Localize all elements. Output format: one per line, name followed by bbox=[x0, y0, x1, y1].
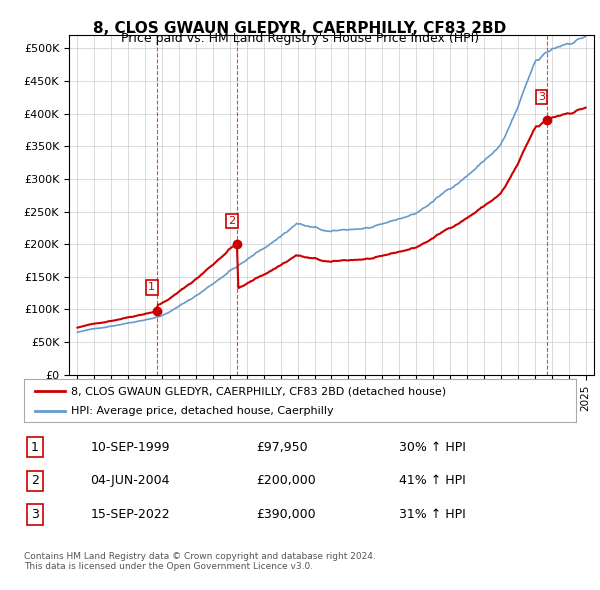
Text: Price paid vs. HM Land Registry's House Price Index (HPI): Price paid vs. HM Land Registry's House … bbox=[121, 32, 479, 45]
Text: 2: 2 bbox=[229, 216, 235, 226]
Text: 8, CLOS GWAUN GLEDYR, CAERPHILLY, CF83 2BD (detached house): 8, CLOS GWAUN GLEDYR, CAERPHILLY, CF83 2… bbox=[71, 386, 446, 396]
Text: 3: 3 bbox=[31, 508, 39, 521]
Text: 31% ↑ HPI: 31% ↑ HPI bbox=[400, 508, 466, 521]
Text: £390,000: £390,000 bbox=[256, 508, 316, 521]
Text: 1: 1 bbox=[31, 441, 39, 454]
Text: £97,950: £97,950 bbox=[256, 441, 307, 454]
Text: 10-SEP-1999: 10-SEP-1999 bbox=[90, 441, 170, 454]
Text: 1: 1 bbox=[148, 283, 155, 293]
Text: HPI: Average price, detached house, Caerphilly: HPI: Average price, detached house, Caer… bbox=[71, 407, 334, 416]
Text: 3: 3 bbox=[538, 92, 545, 102]
Text: 30% ↑ HPI: 30% ↑ HPI bbox=[400, 441, 466, 454]
Text: 8, CLOS GWAUN GLEDYR, CAERPHILLY, CF83 2BD: 8, CLOS GWAUN GLEDYR, CAERPHILLY, CF83 2… bbox=[94, 21, 506, 35]
Text: 2: 2 bbox=[31, 474, 39, 487]
Text: 04-JUN-2004: 04-JUN-2004 bbox=[90, 474, 170, 487]
Text: Contains HM Land Registry data © Crown copyright and database right 2024.
This d: Contains HM Land Registry data © Crown c… bbox=[24, 552, 376, 571]
Text: 41% ↑ HPI: 41% ↑ HPI bbox=[400, 474, 466, 487]
Text: 15-SEP-2022: 15-SEP-2022 bbox=[90, 508, 170, 521]
Text: £200,000: £200,000 bbox=[256, 474, 316, 487]
